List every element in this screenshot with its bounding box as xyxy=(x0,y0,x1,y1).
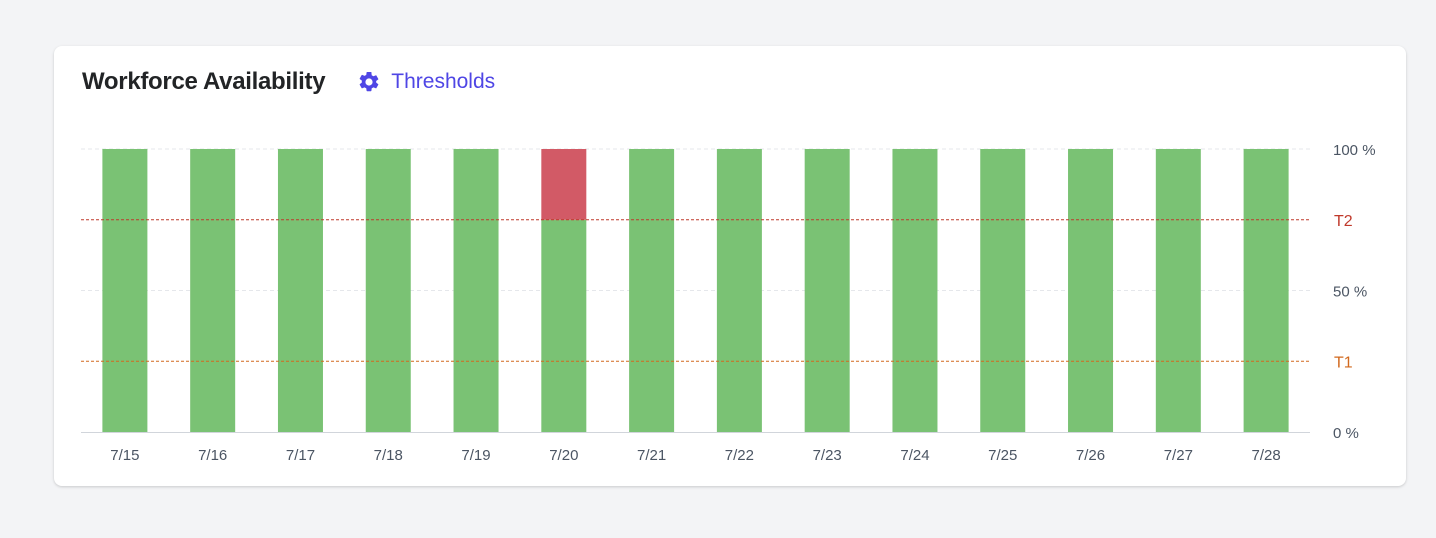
bar-available xyxy=(190,149,236,432)
threshold-label: T1 xyxy=(1334,354,1353,371)
bar-shortfall xyxy=(541,149,587,220)
bar-available xyxy=(1243,149,1289,432)
thresholds-button[interactable]: Thresholds xyxy=(357,70,495,94)
bar-available xyxy=(892,149,938,432)
bar-available xyxy=(980,149,1026,432)
bar-available xyxy=(541,219,587,432)
x-tick-label: 7/27 xyxy=(1164,447,1193,464)
x-tick-label: 7/18 xyxy=(374,447,403,464)
availability-chart: T2 T1 100 % 50 % 0 % 7/15 7/16 7/17 7/18 7/19 7/2… xyxy=(81,142,1376,464)
bar-available xyxy=(1155,149,1201,432)
x-tick-label: 7/21 xyxy=(637,447,666,464)
x-tick-label: 7/25 xyxy=(988,447,1017,464)
y-tick-label: 100 % xyxy=(1333,142,1376,159)
threshold-label: T2 xyxy=(1334,213,1353,230)
bar-available xyxy=(804,149,850,432)
workforce-availability-card: Workforce Availability Thresholds T2 T1 1… xyxy=(54,46,1406,486)
x-tick-label: 7/15 xyxy=(110,447,139,464)
x-tick-label: 7/26 xyxy=(1076,447,1105,464)
x-tick-label: 7/19 xyxy=(461,447,490,464)
x-tick-label: 7/24 xyxy=(900,447,929,464)
y-tick-label: 50 % xyxy=(1333,284,1367,301)
x-tick-label: 7/16 xyxy=(198,447,227,464)
axes: 100 % 50 % 0 % 7/15 7/16 7/17 7/18 7/19 7/20 7/21… xyxy=(81,142,1376,464)
x-tick-label: 7/23 xyxy=(813,447,842,464)
card-header: Workforce Availability Thresholds xyxy=(82,68,495,96)
gear-icon xyxy=(359,71,379,92)
bar-available xyxy=(277,149,323,432)
x-tick-label: 7/17 xyxy=(286,447,315,464)
bar-available xyxy=(365,149,411,432)
thresholds-label: Thresholds xyxy=(391,70,496,93)
bars xyxy=(102,149,1289,432)
x-tick-label: 7/20 xyxy=(549,447,578,464)
bar-available xyxy=(716,149,762,432)
card-title: Workforce Availability xyxy=(82,68,326,95)
x-tick-label: 7/28 xyxy=(1252,447,1281,464)
bar-available xyxy=(1068,149,1114,432)
y-tick-label: 0 % xyxy=(1333,425,1359,442)
bar-available xyxy=(102,149,148,432)
bar-available xyxy=(453,149,499,432)
x-tick-label: 7/22 xyxy=(725,447,754,464)
threshold-lines: T2 T1 xyxy=(81,213,1353,371)
bar-available xyxy=(629,149,675,432)
grid-lines xyxy=(81,148,1310,291)
